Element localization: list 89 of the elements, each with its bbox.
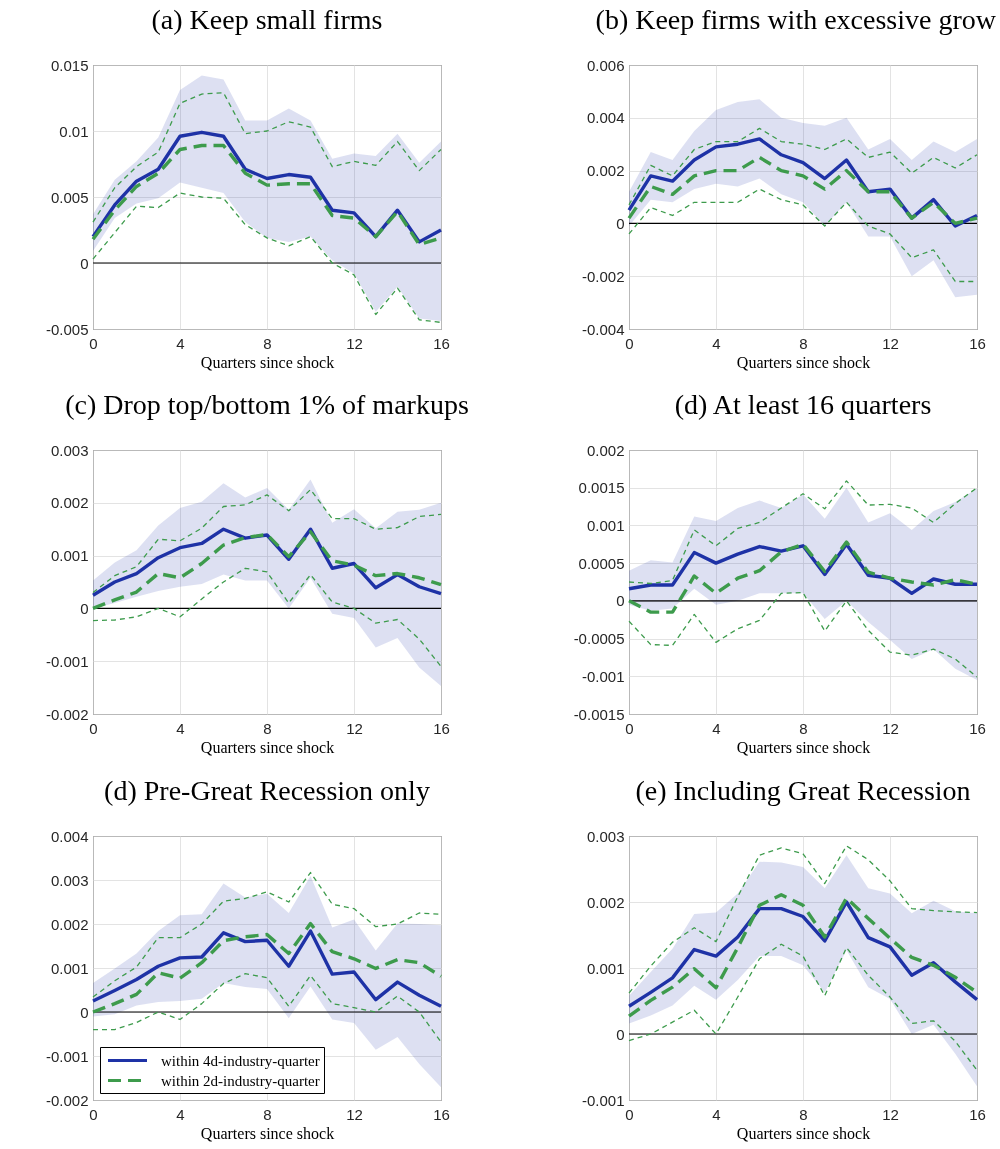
line-series	[92, 973, 442, 1043]
x-tick-label: 12	[346, 1105, 363, 1123]
x-axis-title: Quarters since shock	[200, 353, 335, 371]
y-tick-label: 0.001	[50, 547, 89, 565]
x-tick-label: 4	[712, 719, 721, 737]
y-tick-label: -0.002	[45, 1091, 89, 1109]
x-tick-label: 8	[799, 334, 808, 352]
y-tick-label: 0.003	[50, 871, 89, 889]
y-tick-label: 0.004	[586, 109, 625, 127]
y-tick-label: -0.002	[581, 267, 625, 285]
x-tick-label: 8	[799, 1105, 808, 1123]
x-tick-label: 8	[263, 719, 272, 737]
x-tick-label: 12	[882, 1105, 899, 1123]
x-axis-title: Quarters since shock	[200, 1124, 335, 1142]
x-tick-label: 16	[433, 1105, 450, 1123]
line-series	[627, 155, 979, 226]
line-series	[92, 488, 442, 594]
y-tick-label: -0.005	[45, 320, 89, 338]
line-series	[628, 480, 978, 585]
y-tick-label: 0.002	[50, 915, 89, 933]
y-tick-label: 0.0005	[578, 554, 625, 572]
y-tick-label: 0	[616, 592, 625, 610]
y-tick-label: 0	[80, 1003, 89, 1021]
x-tick-label: 12	[346, 334, 363, 352]
x-tick-label: 4	[712, 1105, 721, 1123]
y-tick-label: -0.001	[45, 1047, 89, 1065]
line-series	[92, 192, 442, 324]
y-tick-label: -0.001	[581, 667, 625, 685]
x-tick-label: 16	[969, 719, 986, 737]
chart-title: (d) Pre-Great Recession only	[104, 775, 430, 806]
y-tick-label: 0	[80, 254, 89, 272]
legend-label: within 2d-industry-quarter	[161, 1072, 320, 1089]
y-tick-label: 0.001	[50, 959, 89, 977]
y-tick-label: 0	[80, 599, 89, 617]
x-tick-label: 4	[176, 719, 185, 737]
x-tick-label: 16	[969, 1105, 986, 1123]
x-tick-label: 8	[263, 334, 272, 352]
y-tick-label: -0.0005	[573, 630, 625, 648]
x-axis-title: Quarters since shock	[200, 738, 335, 756]
y-tick-label: 0.002	[586, 441, 625, 459]
y-tick-label: 0.01	[59, 122, 89, 140]
chart-title: (d) At least 16 quarters	[674, 389, 932, 420]
x-tick-label: 4	[176, 1105, 185, 1123]
x-tick-label: 16	[969, 334, 986, 352]
y-tick-label: 0.003	[586, 827, 625, 845]
x-tick-label: 8	[799, 719, 808, 737]
y-tick-label: 0.005	[50, 188, 89, 206]
x-tick-label: 16	[433, 719, 450, 737]
y-tick-label: 0	[616, 1025, 625, 1043]
x-tick-label: 12	[346, 719, 363, 737]
y-tick-label: 0.004	[50, 827, 89, 845]
chart-title: (a) Keep small firms	[151, 4, 383, 35]
x-axis-title: Quarters since shock	[736, 738, 871, 756]
x-tick-label: 8	[263, 1105, 272, 1123]
x-tick-label: 4	[176, 334, 185, 352]
chart-title: (c) Drop top/bottom 1% of markups	[65, 389, 469, 420]
y-tick-label: 0.003	[50, 441, 89, 459]
y-tick-label: -0.001	[581, 1091, 625, 1109]
y-tick-label: 0.002	[586, 162, 625, 180]
line-series	[91, 530, 443, 611]
x-axis-title: Quarters since shock	[736, 353, 871, 371]
line-series	[628, 127, 978, 206]
line-series	[92, 92, 442, 223]
y-tick-label: 0.015	[50, 56, 89, 74]
y-tick-label: 0.0015	[578, 479, 625, 497]
y-tick-label: 0	[616, 214, 625, 232]
line-series	[628, 591, 978, 678]
line-series	[91, 929, 443, 1008]
y-tick-label: 0.006	[586, 56, 625, 74]
y-tick-label: -0.0015	[573, 705, 625, 723]
x-tick-label: 12	[882, 334, 899, 352]
line-series	[92, 567, 442, 668]
y-tick-label: 0.001	[586, 516, 625, 534]
legend-label: within 4d-industry-quarter	[161, 1052, 320, 1069]
x-tick-label: 16	[433, 334, 450, 352]
x-axis-title: Quarters since shock	[736, 1124, 871, 1142]
line-series	[628, 943, 978, 1071]
chart-title: (b) Keep firms with excessive grow	[595, 4, 997, 35]
y-tick-label: -0.001	[45, 652, 89, 670]
y-tick-label: 0.002	[50, 494, 89, 512]
x-tick-label: 12	[882, 719, 899, 737]
x-tick-label: 4	[712, 334, 721, 352]
y-tick-label: 0.002	[586, 893, 625, 911]
y-tick-label: -0.004	[581, 320, 625, 338]
chart-title: (e) Including Great Recession	[635, 775, 971, 806]
line-series	[628, 845, 978, 994]
line-series	[91, 921, 443, 1014]
y-tick-label: -0.002	[45, 705, 89, 723]
y-tick-label: 0.001	[586, 959, 625, 977]
